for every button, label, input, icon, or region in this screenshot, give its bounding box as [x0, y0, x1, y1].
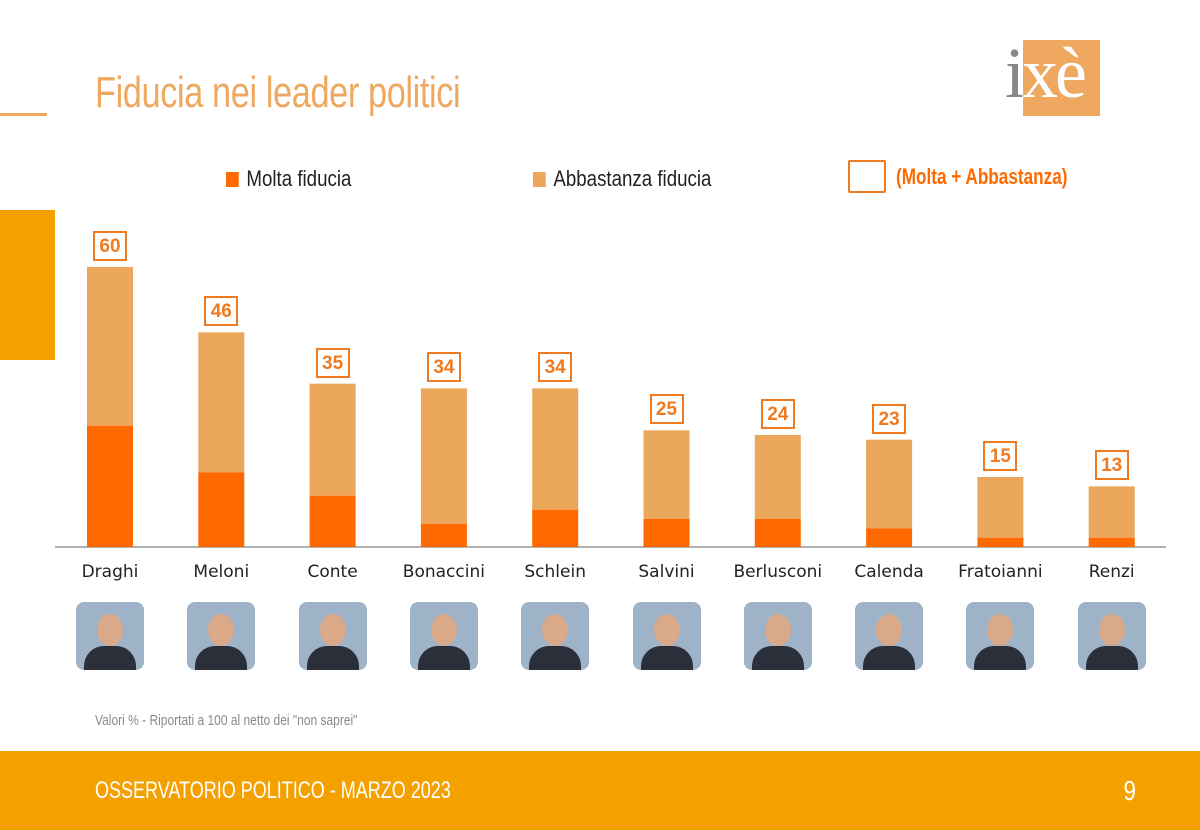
footnote: Valori % - Riportati a 100 al netto dei … — [95, 712, 358, 729]
legend-total: (Molta + Abbastanza) — [848, 160, 1116, 193]
legend-label-total: (Molta + Abbastanza) — [896, 163, 1068, 189]
bar-abbastanza — [977, 477, 1024, 538]
category-label: Bonaccini — [402, 562, 485, 582]
leader-photo — [187, 602, 256, 670]
category-label: Draghi — [81, 562, 139, 582]
bar-abbastanza — [866, 439, 913, 529]
total-value-label: 46 — [204, 296, 239, 327]
total-value-label: 35 — [315, 347, 350, 378]
total-value-label: 24 — [760, 399, 795, 429]
side-accent-block — [0, 210, 55, 360]
bar-molta — [87, 425, 133, 547]
legend-abbastanza: Abbastanza fiducia — [533, 166, 711, 192]
leader-photo — [743, 602, 812, 670]
total-value-label: 13 — [1094, 450, 1129, 481]
title-accent-line — [0, 113, 47, 116]
page-number: 9 — [1123, 775, 1137, 806]
category-label: Berlusconi — [733, 562, 823, 582]
category-label: Meloni — [193, 562, 250, 582]
total-value-label: 34 — [538, 352, 573, 383]
leader-photo — [1077, 602, 1146, 670]
bar-molta — [866, 528, 913, 547]
legend-molta: Molta fiducia — [226, 166, 351, 192]
ixe-logo: ixè — [1005, 33, 1100, 118]
bar-abbastanza — [420, 388, 467, 524]
total-value-label: 60 — [93, 231, 127, 261]
bar-molta — [420, 523, 467, 547]
bar-abbastanza — [309, 383, 356, 496]
bar-abbastanza — [87, 267, 133, 426]
total-value-label: 34 — [426, 352, 461, 383]
bar-molta — [1088, 537, 1135, 547]
legend-swatch-molta — [226, 171, 239, 187]
bar-molta — [198, 472, 245, 547]
category-label: Salvini — [638, 562, 695, 582]
leader-photo — [855, 602, 924, 670]
category-label: Renzi — [1088, 562, 1135, 582]
bar-molta — [754, 519, 801, 547]
legend-swatch-abbastanza — [533, 171, 546, 187]
legend-label-molta: Molta fiducia — [246, 166, 352, 191]
footer-bar: OSSERVATORIO POLITICO - MARZO 2023 9 — [0, 751, 1200, 830]
page-title: Fiducia nei leader politici — [95, 68, 461, 117]
total-value-label: 15 — [983, 441, 1018, 471]
total-value-label: 25 — [649, 394, 684, 425]
leader-photo — [966, 602, 1035, 670]
category-label: Calenda — [854, 562, 924, 582]
legend-label-abbastanza: Abbastanza fiducia — [553, 166, 712, 191]
bar-molta — [643, 519, 690, 547]
total-value-label: 23 — [872, 403, 907, 434]
category-label: Fratoianni — [958, 562, 1043, 582]
leader-photo — [76, 602, 144, 670]
category-label: Conte — [307, 562, 358, 582]
leader-photo — [298, 602, 367, 670]
legend-swatch-total — [848, 160, 886, 193]
bar-abbastanza — [198, 332, 245, 473]
bar-abbastanza — [1088, 486, 1135, 538]
bar-molta — [532, 509, 579, 547]
bar-abbastanza — [643, 430, 690, 519]
leader-photo — [409, 602, 478, 670]
bar-abbastanza — [754, 435, 801, 519]
leader-photo — [521, 602, 590, 670]
bar-molta — [309, 495, 356, 547]
category-label: Schlein — [524, 562, 586, 582]
leader-photo — [632, 602, 701, 670]
bar-abbastanza — [532, 388, 579, 510]
bar-molta — [977, 537, 1024, 547]
footer-text: OSSERVATORIO POLITICO - MARZO 2023 — [95, 777, 451, 804]
